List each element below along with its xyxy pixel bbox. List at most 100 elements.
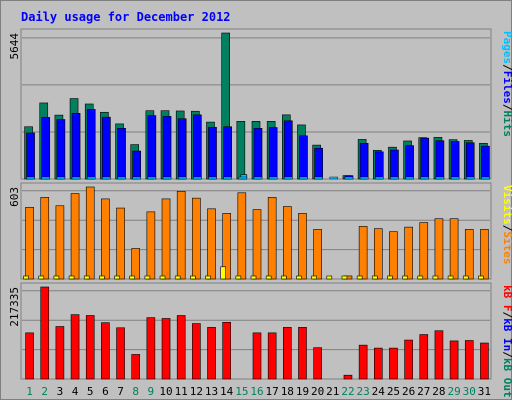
bar-visits [235,275,242,280]
bar-pages [375,176,384,180]
bar-pages [268,176,278,180]
bar-visits [99,275,105,280]
bar-sites [70,193,80,280]
day-label: 4 [72,385,79,398]
day-label: 17 [266,385,279,398]
bar-files [86,109,96,180]
legend-label-part: kB In [501,318,512,351]
bar-sites [434,218,444,280]
bar-files [435,140,445,180]
bar-pages [450,176,460,180]
bar-kb [161,318,171,380]
bar-files [314,147,323,180]
bar-sites [40,197,50,280]
bar-pages [162,176,172,180]
bar-kb [207,327,216,380]
bar-files [299,135,308,180]
legend-label-part: / [501,104,512,111]
x-axis-day-labels: 1 2 3 4 5 6 7 8 9 10 11 12 13 14 15 16 17 18 19 20 21 22 23 24 2… [26,385,491,398]
day-label: 25 [387,385,400,398]
bar-visits [326,275,333,280]
bar-sites [404,226,413,280]
day-label: 12 [190,385,203,398]
bar-files [162,116,172,180]
panel-top: 5644 Pages/Files/Hits [8,28,512,180]
day-label: 24 [372,385,386,398]
bar-pages [420,176,429,180]
y-axis-max-label: 5644 [8,33,21,60]
day-label: 23 [357,385,370,398]
day-label: 10 [159,385,172,398]
bar-pages [329,176,339,180]
bar-pages [238,176,248,180]
bar-pages [299,176,308,180]
day-label: 22 [341,385,354,398]
bar-kb [404,339,413,380]
bar-pages [71,176,81,180]
bar-visits [83,275,90,280]
bar-sites [267,197,277,280]
day-label: 6 [102,385,109,398]
bar-kb [40,286,50,380]
bar-files [26,132,35,180]
bar-visits [371,275,378,280]
bar-visits [250,275,257,280]
bar-pages [41,176,50,180]
day-label: 28 [432,385,445,398]
day-label: 27 [417,385,430,398]
legend-label-part: / [501,312,512,319]
bar-visits [356,275,363,280]
bar-kb [298,327,307,380]
bar-kb [176,315,186,380]
bar-sites [161,198,171,280]
bar-pages [359,176,369,180]
bars-bottom [25,286,489,380]
bar-sites [55,205,65,280]
bar-files [253,127,263,180]
bar-pages [56,176,66,180]
day-label: 16 [250,385,263,398]
bar-files [374,151,384,180]
bar-visits [38,275,45,280]
bar-visits [296,275,302,280]
bar-kb [389,347,398,380]
bar-pages [208,176,217,180]
bar-files [41,117,51,180]
bar-sites [358,226,368,280]
bar-pages [102,176,111,180]
bar-kb [25,332,34,380]
day-label: 11 [175,385,188,398]
bar-visits [23,275,29,280]
panel-middle: 603 Visits/Sites [8,182,512,280]
bar-kb [267,332,277,380]
bar-kb [131,354,141,380]
bar-files [450,141,460,180]
bar-kb [70,314,80,380]
bar-sites [480,229,489,280]
bar-files [71,112,81,180]
legend-label-part: Visits [501,185,512,225]
bar-sites [192,197,201,280]
day-label: 5 [87,385,94,398]
bar-files [177,118,187,180]
bar-sites [207,208,216,280]
bar-files [268,127,278,180]
bar-visits [53,275,60,280]
bar-visits [462,275,469,280]
day-label: 21 [326,385,339,398]
legend-label: Pages/Files/Hits [501,31,512,137]
bar-sites [298,213,307,280]
bar-kb [313,347,322,380]
y-axis-max-label: 603 [8,187,21,207]
bar-sites [252,209,262,280]
bar-sites [131,248,141,280]
bar-visits [159,275,166,280]
bar-files [56,119,66,180]
day-label: 3 [57,385,64,398]
bar-pages [481,176,490,180]
bar-pages [344,176,354,180]
bar-files [481,145,490,180]
bar-kb [55,326,65,380]
bar-visits [190,275,196,280]
